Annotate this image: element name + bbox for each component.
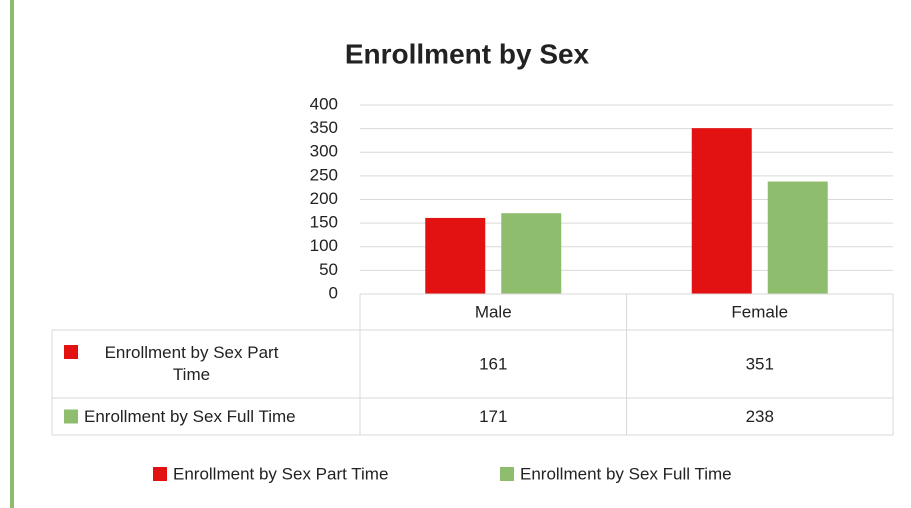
x-tick-label: Male bbox=[475, 302, 512, 321]
table-series-name: Enrollment by Sex Part Time bbox=[104, 343, 279, 384]
table-value: 161 bbox=[479, 354, 507, 373]
legend-label: Enrollment by Sex Part Time bbox=[173, 464, 388, 483]
chart-title: Enrollment by Sex bbox=[345, 38, 590, 69]
legend-swatch bbox=[500, 467, 514, 481]
y-tick-label: 300 bbox=[310, 142, 338, 161]
bar bbox=[691, 128, 752, 294]
bar bbox=[425, 217, 486, 294]
table-value: 238 bbox=[746, 407, 774, 426]
y-tick-label: 100 bbox=[310, 236, 338, 255]
bar bbox=[501, 213, 562, 294]
table-value: 351 bbox=[746, 354, 774, 373]
y-tick-label: 150 bbox=[310, 213, 338, 232]
bar bbox=[767, 181, 828, 294]
legend-swatch bbox=[153, 467, 167, 481]
y-tick-label: 350 bbox=[310, 118, 338, 137]
table-key bbox=[64, 409, 78, 424]
legend-label: Enrollment by Sex Full Time bbox=[520, 464, 732, 483]
y-tick-label: 200 bbox=[310, 189, 338, 208]
y-tick-label: 50 bbox=[319, 260, 338, 279]
y-tick-label: 250 bbox=[310, 165, 338, 184]
table-value: 171 bbox=[479, 407, 507, 426]
table-series-name: Enrollment by Sex Full Time bbox=[84, 406, 296, 426]
y-tick-label: 0 bbox=[329, 283, 338, 302]
x-tick-label: Female bbox=[731, 302, 788, 321]
y-tick-label: 400 bbox=[310, 94, 338, 113]
table-key bbox=[64, 345, 78, 359]
